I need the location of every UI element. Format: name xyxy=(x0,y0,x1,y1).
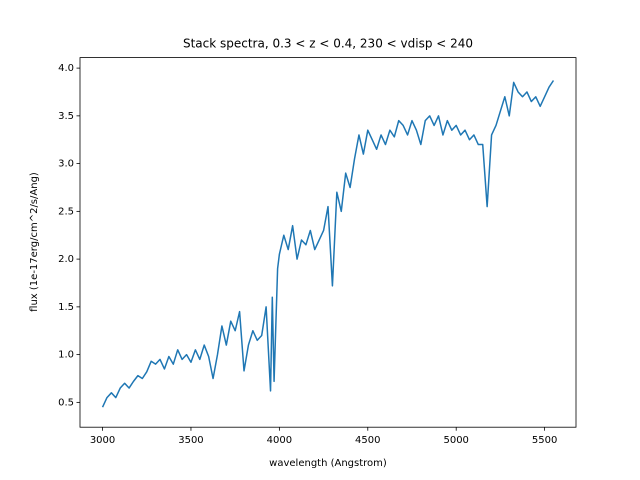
spectrum-line xyxy=(101,80,555,408)
x-axis-label: wavelength (Angstrom) xyxy=(269,458,387,469)
chart-title: Stack spectra, 0.3 < z < 0.4, 230 < vdis… xyxy=(183,37,473,51)
y-tick-label: 0.5 xyxy=(58,397,74,408)
y-tick-label: 4.0 xyxy=(58,63,74,74)
y-tick-label: 2.5 xyxy=(58,206,74,217)
y-axis-label: flux (1e-17erg/cm^2/s/Ang) xyxy=(29,172,40,312)
y-tick-label: 3.0 xyxy=(58,159,74,170)
y-tick-label: 3.5 xyxy=(58,111,74,122)
x-tick-label: 4500 xyxy=(355,435,380,446)
y-tick-label: 2.0 xyxy=(58,254,74,265)
plot-frame xyxy=(79,57,577,428)
x-tick-label: 4000 xyxy=(267,435,292,446)
x-tick-label: 5000 xyxy=(443,435,468,446)
y-tick-label: 1.0 xyxy=(58,350,74,361)
y-tick-label: 1.5 xyxy=(58,302,74,313)
x-tick-label: 3000 xyxy=(90,435,115,446)
x-tick-label: 3500 xyxy=(178,435,203,446)
x-tick-label: 5500 xyxy=(532,435,557,446)
